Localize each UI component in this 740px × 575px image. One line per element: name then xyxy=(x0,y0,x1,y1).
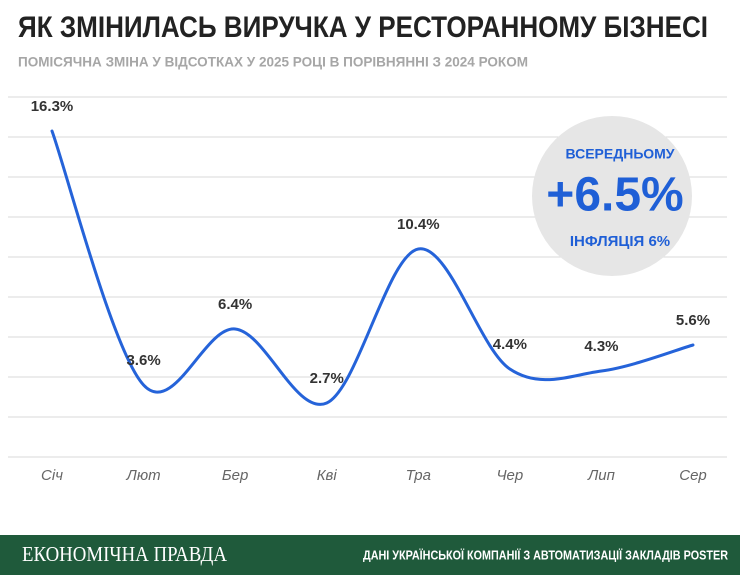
value-label: 4.3% xyxy=(584,338,618,355)
value-label: 3.6% xyxy=(126,352,160,369)
chart-subtitle: ПОМІСЯЧНА ЗМІНА У ВІДСОТКАХ У 2025 РОЦІ … xyxy=(18,54,528,70)
chart-title: ЯК ЗМІНИЛАСЬ ВИРУЧКА У РЕСТОРАННОМУ БІЗН… xyxy=(18,11,708,44)
value-label: 2.7% xyxy=(310,370,344,387)
x-tick-label: Тра xyxy=(406,467,431,484)
plot: 16.3% 3.6% 6.4% 2.7% 10.4% 4.4% 4.3% 5.6% Січ Лют… xyxy=(31,98,710,484)
x-tick-label: Кві xyxy=(317,467,338,484)
x-tick-label: Січ xyxy=(41,467,63,484)
x-tick-label: Чер xyxy=(496,467,523,484)
annotation-note: ІНФЛЯЦІЯ 6% xyxy=(570,233,670,250)
annotation-value: +6.5% xyxy=(546,169,683,222)
x-tick-label: Лип xyxy=(587,467,615,484)
grid xyxy=(8,96,727,458)
x-tick-label: Бер xyxy=(222,467,248,484)
footer-band xyxy=(0,535,740,575)
value-label: 5.6% xyxy=(676,312,710,329)
value-label: 6.4% xyxy=(218,296,252,313)
value-label: 4.4% xyxy=(493,336,527,353)
footer-brand: ЕКОНОМІЧНА ПРАВДА xyxy=(22,542,228,566)
value-label: 16.3% xyxy=(31,98,74,115)
data-line xyxy=(50,129,695,406)
x-tick-label: Сер xyxy=(679,467,707,484)
footer-source: ДАНІ УКРАЇНСЬКОЇ КОМПАНІЇ З АВТОМАТИЗАЦІ… xyxy=(363,547,729,562)
annotation-label: ВСЕРЕДНЬОМУ xyxy=(566,146,675,162)
x-tick-label: Лют xyxy=(126,467,161,484)
annotation-circle xyxy=(532,116,692,276)
value-label: 10.4% xyxy=(397,216,440,233)
